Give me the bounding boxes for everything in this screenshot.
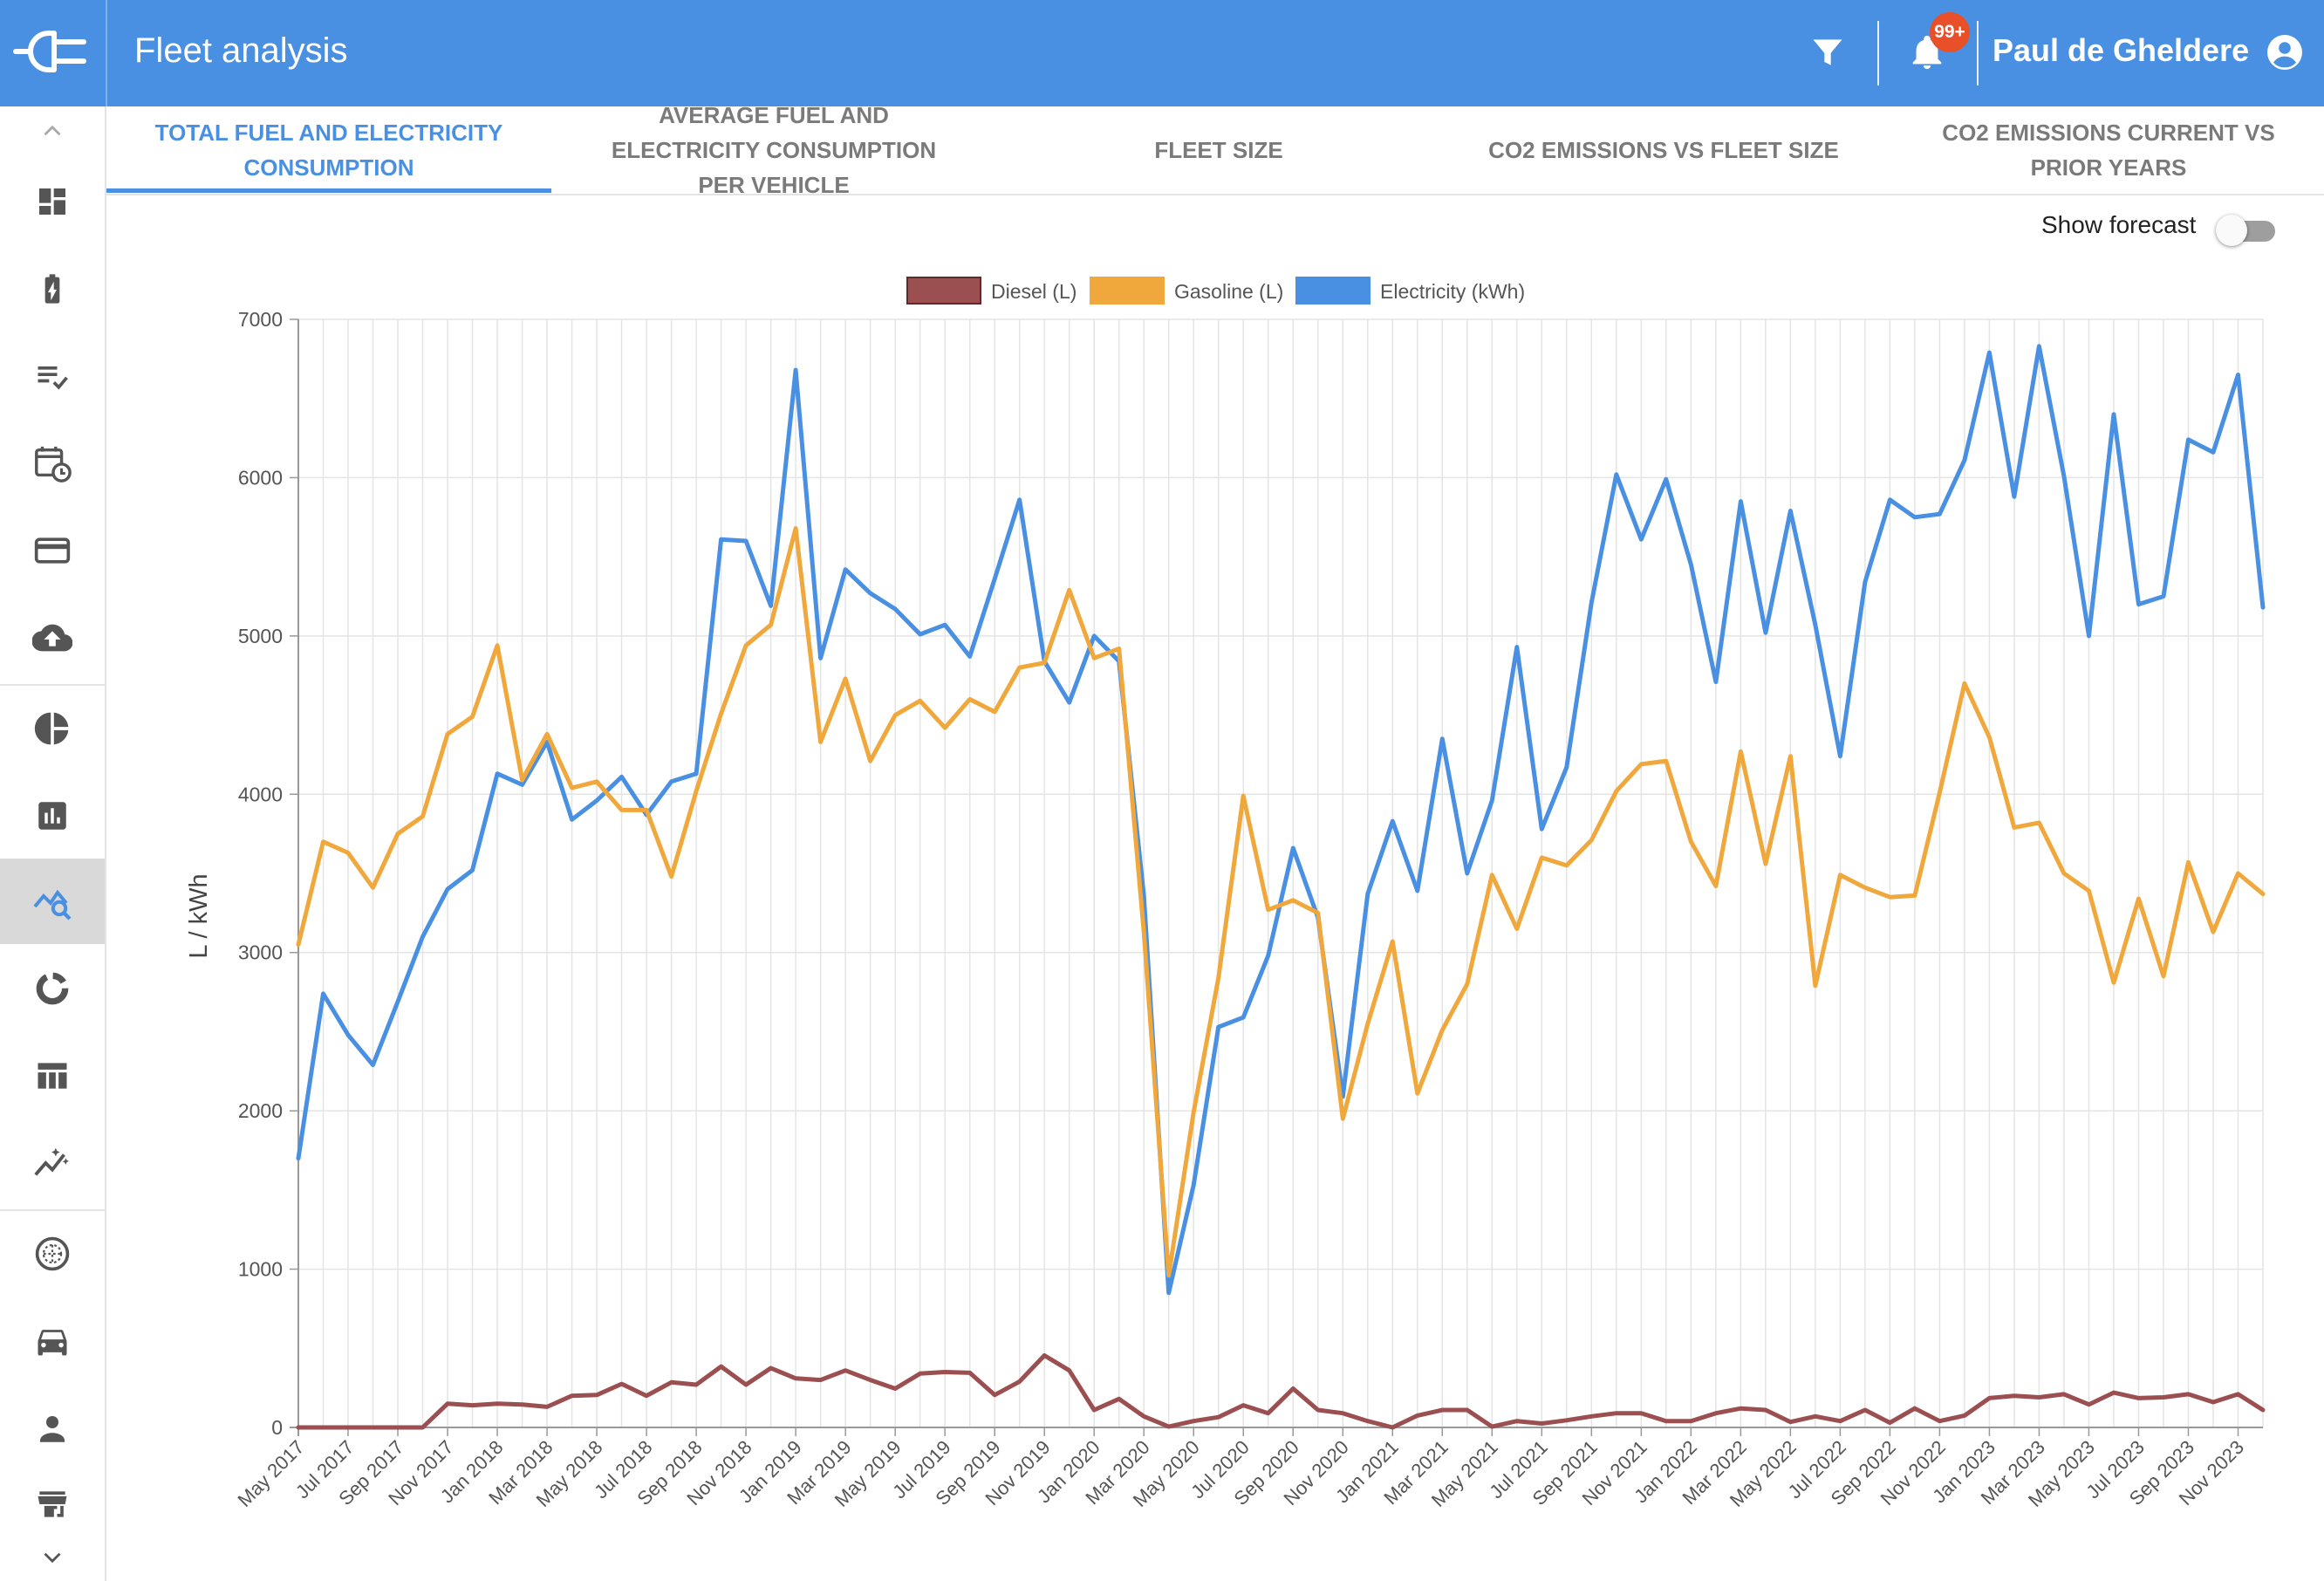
- sidebar-item-charging[interactable]: [0, 246, 105, 332]
- tab-label: TOTAL FUEL AND ELECTRICITY CONSUMPTION: [154, 120, 503, 181]
- sidebar-item-donut-chart[interactable]: [0, 946, 105, 1031]
- sidebar-item-global[interactable]: [0, 1211, 105, 1297]
- notification-badge: 99+: [1930, 12, 1970, 52]
- sidebar-divider: [0, 1209, 105, 1211]
- y-tick-label: 4000: [238, 783, 283, 805]
- chart-grid: [290, 318, 2264, 1436]
- logo-plug-icon: [13, 31, 86, 72]
- sidebar-item-stations[interactable]: [0, 1469, 105, 1539]
- store-icon: [38, 1491, 67, 1517]
- tab-label: CO2 EMISSIONS CURRENT VS PRIOR YEARS: [1942, 120, 2275, 181]
- table-icon: [38, 1063, 67, 1089]
- tab-total-consumption[interactable]: TOTAL FUEL AND ELECTRICITY CONSUMPTION: [106, 106, 551, 194]
- sidebar-divider: [0, 684, 105, 686]
- tab-fleet-size[interactable]: FLEET SIZE: [996, 106, 1441, 194]
- diesel-series-line[interactable]: [296, 1353, 2266, 1430]
- sidebar-item-drivers[interactable]: [0, 1386, 105, 1471]
- tab-bar: TOTAL FUEL AND ELECTRICITY CONSUMPTION A…: [106, 106, 2324, 195]
- query-stats-icon: [33, 889, 72, 921]
- sidebar: [0, 106, 106, 1581]
- sidebar-item-pie-chart[interactable]: [0, 686, 105, 771]
- user-name[interactable]: Paul de Gheldere: [1992, 32, 2250, 68]
- pie-chart-icon: [34, 712, 69, 745]
- car-icon: [38, 1330, 67, 1356]
- legend-label[interactable]: Diesel (L): [991, 280, 1077, 303]
- show-forecast-label: Show forecast: [2041, 211, 2197, 238]
- auto-graph-icon: [34, 1147, 69, 1176]
- toggle-knob: [2216, 215, 2247, 246]
- cloud-upload-icon: [32, 624, 72, 652]
- tab-average-consumption[interactable]: AVERAGE FUEL AND ELECTRICITY CONSUMPTION…: [551, 106, 996, 194]
- person-icon: [40, 1416, 65, 1442]
- tab-co2-vs-fleet[interactable]: CO2 EMISSIONS VS FLEET SIZE: [1441, 106, 1886, 194]
- sidebar-item-tasks[interactable]: [0, 333, 105, 419]
- y-axis: 0 1000 2000 3000 4000 5000 6000 7000: [238, 308, 298, 1439]
- y-axis-label: L / kWh: [185, 873, 213, 958]
- consumption-line-chart: Diesel (L) Gasoline (L) Electricity (kWh) …: [185, 277, 2266, 1511]
- legend-swatch: [906, 277, 981, 305]
- dashboard-icon: [39, 188, 65, 215]
- toolbar-divider: [1877, 21, 1879, 86]
- tab-co2-current-vs-prior[interactable]: CO2 EMISSIONS CURRENT VS PRIOR YEARS: [1886, 106, 2324, 194]
- sidebar-item-cards[interactable]: [0, 508, 105, 593]
- app-logo[interactable]: [0, 0, 107, 106]
- y-tick-label: 6000: [238, 466, 283, 489]
- y-tick-label: 0: [271, 1416, 283, 1439]
- account-circle-icon: [2267, 35, 2302, 70]
- y-tick-label: 5000: [238, 625, 283, 647]
- bar-chart-icon: [38, 802, 66, 830]
- y-tick-label: 3000: [238, 941, 283, 964]
- legend-label[interactable]: Electricity (kWh): [1380, 280, 1525, 303]
- sidebar-scroll-down[interactable]: [0, 1537, 105, 1578]
- x-tick-label: May 2017: [234, 1436, 309, 1511]
- calendar-clock-icon: [35, 446, 72, 483]
- chart-legend: Diesel (L) Gasoline (L) Electricity (kWh): [906, 277, 1525, 305]
- tab-label: FLEET SIZE: [1154, 137, 1283, 163]
- sidebar-item-table[interactable]: [0, 1033, 105, 1119]
- top-bar: Fleet analysis 99+ Paul de Gheldere: [0, 0, 2324, 106]
- donut-chart-icon: [36, 972, 69, 1005]
- sidebar-item-dashboard[interactable]: [0, 159, 105, 244]
- sidebar-item-vehicles[interactable]: [0, 1298, 105, 1384]
- chevron-down-icon: [44, 1552, 61, 1564]
- battery-charging-icon: [44, 274, 60, 304]
- tab-label: AVERAGE FUEL AND ELECTRICITY CONSUMPTION…: [611, 106, 937, 194]
- checklist-icon: [38, 366, 68, 390]
- credit-card-icon: [34, 537, 71, 564]
- electricity-series-line[interactable]: [296, 344, 2266, 1296]
- filter-icon: [1813, 39, 1842, 65]
- show-forecast-toggle[interactable]: [2216, 214, 2277, 246]
- sidebar-item-schedule[interactable]: [0, 421, 105, 506]
- active-tab-indicator: [106, 188, 551, 193]
- legend-swatch: [1090, 277, 1165, 305]
- filter-button[interactable]: [1797, 22, 1858, 83]
- y-tick-label: 7000: [238, 308, 283, 331]
- toolbar-divider: [1977, 21, 1979, 86]
- gasoline-series-line[interactable]: [296, 526, 2266, 1278]
- page-title: Fleet analysis: [134, 31, 348, 70]
- globe-icon: [35, 1236, 70, 1271]
- chart-series: [296, 344, 2266, 1430]
- sidebar-scroll-up[interactable]: [0, 106, 105, 155]
- sidebar-item-bar-chart[interactable]: [0, 773, 105, 859]
- tab-label: CO2 EMISSIONS VS FLEET SIZE: [1488, 137, 1839, 163]
- chevron-up-icon: [44, 125, 61, 136]
- sidebar-item-upload[interactable]: [0, 595, 105, 681]
- sidebar-item-fleet-analysis[interactable]: [0, 859, 105, 944]
- y-tick-label: 1000: [238, 1258, 283, 1281]
- legend-swatch: [1295, 277, 1370, 305]
- sidebar-item-insights[interactable]: [0, 1120, 105, 1206]
- account-button[interactable]: [2254, 22, 2315, 83]
- y-tick-label: 2000: [238, 1099, 283, 1122]
- legend-label[interactable]: Gasoline (L): [1174, 280, 1283, 303]
